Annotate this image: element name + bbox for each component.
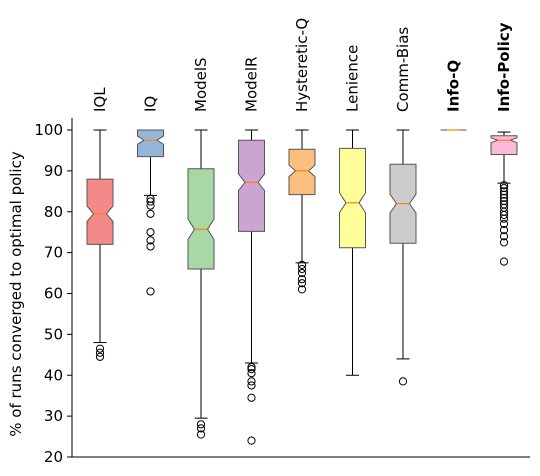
outlier-info-policy-0 bbox=[499, 257, 509, 266]
outlier-info-policy-1 bbox=[499, 238, 509, 247]
category-label-modelr: ModelR bbox=[243, 57, 261, 112]
outlier-iql-1 bbox=[95, 348, 105, 357]
outlier-info-policy-10 bbox=[499, 197, 509, 206]
y-tick-label-70: 70 bbox=[44, 244, 63, 262]
outlier-info-policy-11 bbox=[499, 193, 509, 202]
outlier-hysteretic-q-4 bbox=[297, 264, 307, 274]
category-label-iql: IQL bbox=[91, 87, 109, 112]
outlier-models-1 bbox=[196, 424, 206, 433]
box-iql bbox=[86, 178, 114, 245]
box-hysteretic-q bbox=[288, 148, 316, 196]
category-label-comm-bias: Comm-Bias bbox=[394, 27, 412, 112]
y-tick-label-80: 80 bbox=[44, 203, 63, 221]
box-lenience bbox=[339, 147, 366, 249]
outlier-hysteretic-q-0 bbox=[297, 285, 307, 294]
outlier-modelr-1 bbox=[247, 393, 256, 402]
outlier-hysteretic-q-3 bbox=[297, 268, 307, 278]
outlier-modelr-6 bbox=[247, 362, 256, 372]
outlier-iql-2 bbox=[95, 344, 105, 353]
category-label-hysteretic-q: Hysteretic-Q bbox=[293, 18, 311, 112]
outlier-info-policy-2 bbox=[499, 232, 509, 241]
outlier-info-policy-4 bbox=[499, 219, 509, 229]
box-modelr bbox=[238, 139, 265, 232]
y-tick-label-20: 20 bbox=[44, 448, 63, 466]
outlier-hysteretic-q-5 bbox=[297, 260, 307, 269]
outlier-info-policy-13 bbox=[499, 187, 509, 196]
outlier-info-policy-15 bbox=[499, 181, 509, 190]
category-label-info-policy: Info-Policy bbox=[495, 22, 513, 112]
outlier-models-2 bbox=[196, 420, 206, 429]
y-tick-label-60: 60 bbox=[44, 285, 63, 303]
y-axis-label: % of runs converged to optimal policy bbox=[7, 151, 25, 437]
outlier-modelr-4 bbox=[247, 369, 256, 378]
outlier-info-policy-14 bbox=[499, 183, 509, 193]
outlier-modelr-2 bbox=[247, 381, 256, 390]
category-label-lenience: Lenience bbox=[344, 45, 362, 112]
outlier-models-0 bbox=[196, 430, 206, 439]
outlier-iq-7 bbox=[146, 194, 155, 203]
plot-area: 20 30 40 50 60 70 80 90 100 IQL IQ ModelS ModelR Hyst… bbox=[34, 18, 530, 466]
y-tick-label-40: 40 bbox=[44, 366, 63, 384]
outlier-iq-0 bbox=[146, 287, 155, 296]
outlier-iq-2 bbox=[146, 236, 155, 245]
y-tick-label-100: 100 bbox=[34, 121, 63, 139]
outlier-info-policy-8 bbox=[499, 203, 509, 212]
outlier-info-policy-3 bbox=[499, 226, 509, 235]
outlier-info-policy-9 bbox=[499, 200, 509, 209]
outlier-comm-bias-0 bbox=[398, 377, 408, 386]
box-models bbox=[187, 168, 215, 270]
outlier-info-policy-12 bbox=[499, 190, 509, 199]
y-tick-label-50: 50 bbox=[44, 325, 63, 343]
outlier-iq-1 bbox=[146, 242, 155, 251]
y-tick-label-30: 30 bbox=[44, 407, 63, 425]
category-label-iq: IQ bbox=[142, 96, 160, 112]
category-label-info-q: Info-Q bbox=[445, 60, 463, 112]
outlier-modelr-5 bbox=[247, 365, 256, 374]
outlier-modelr-3 bbox=[247, 377, 256, 386]
outlier-iq-4 bbox=[146, 209, 155, 218]
y-tick-label-90: 90 bbox=[44, 162, 63, 180]
category-label-models: ModelS bbox=[192, 57, 210, 112]
outlier-hysteretic-q-2 bbox=[297, 275, 307, 284]
outlier-modelr-0 bbox=[247, 436, 256, 445]
box-iq bbox=[137, 129, 164, 158]
box-info-policy bbox=[490, 135, 518, 155]
outlier-iq-6 bbox=[146, 197, 155, 206]
outlier-hysteretic-q-1 bbox=[297, 279, 307, 288]
outlier-iql-0 bbox=[95, 352, 105, 361]
outlier-iq-3 bbox=[146, 228, 155, 237]
